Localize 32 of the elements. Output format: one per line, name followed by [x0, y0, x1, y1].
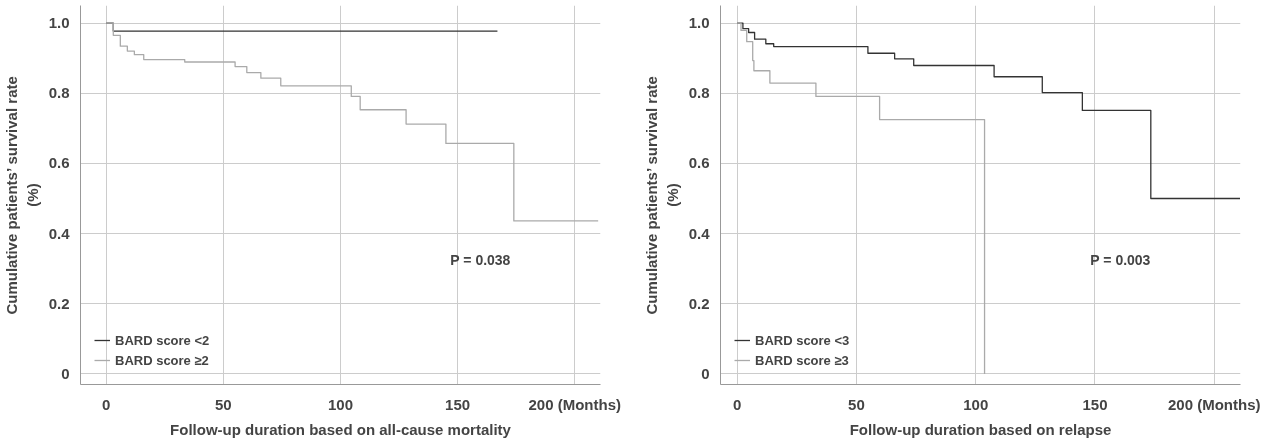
x-tick-label: 100 — [327, 395, 354, 413]
x-tick-label: 0 — [733, 395, 742, 413]
x-tick-label: 0 — [102, 395, 111, 413]
annotation: P = 0.038 — [450, 251, 511, 268]
y-tick-label: 0.6 — [688, 154, 710, 172]
x-tick-label: 150 — [1082, 395, 1108, 413]
y-tick-label: 0.2 — [48, 294, 70, 312]
x-axis-title: Follow-up duration based on all-cause mortality — [170, 420, 512, 438]
y-axis-title: Cumulative patients’ survival rate (%) — [643, 76, 681, 315]
y-tick-label: 0 — [701, 364, 710, 382]
y-tick-label: 0.4 — [48, 224, 71, 242]
y-tick-label: 1.0 — [688, 14, 710, 32]
y-tick-label: 0.8 — [48, 84, 70, 102]
x-tick-label: 150 — [445, 395, 471, 413]
y-tick-label: 0.6 — [48, 154, 70, 172]
y-tick-label: 0 — [61, 364, 70, 382]
y-tick-label: 0.8 — [688, 84, 710, 102]
x-tick-label: 50 — [848, 395, 865, 413]
x-tick-label: 50 — [215, 395, 232, 413]
legend-label: BARD score ≥2 — [115, 352, 209, 368]
legend-label: BARD score <3 — [755, 332, 850, 348]
x-tick-label: 200 (Months) — [528, 395, 621, 413]
x-tick-label: 100 — [963, 395, 989, 413]
x-tick-label: 200 (Months) — [1168, 395, 1261, 413]
legend-label: BARD score <2 — [115, 332, 210, 348]
y-tick-label: 0.2 — [688, 294, 710, 312]
x-axis-title: Follow-up duration based on relapse — [849, 420, 1112, 438]
y-tick-label: 0.4 — [688, 224, 711, 242]
y-axis-title: Cumulative patients’ survival rate (%) — [3, 76, 41, 315]
y-tick-label: 1.0 — [48, 14, 70, 32]
annotation: P = 0.003 — [1090, 251, 1151, 268]
legend-label: BARD score ≥3 — [755, 352, 849, 368]
